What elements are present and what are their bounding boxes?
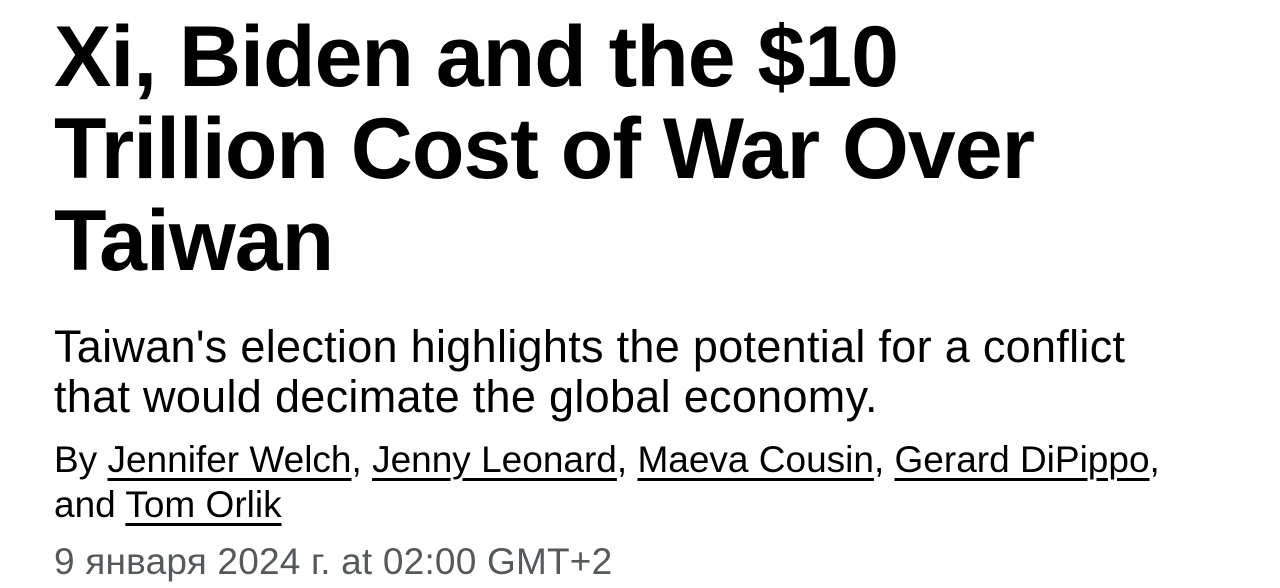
byline-text: , and — [54, 439, 1160, 525]
article-header: Xi, Biden and the $10 Trillion Cost of W… — [0, 11, 1280, 582]
author-link[interactable]: Tom Orlik — [125, 484, 282, 525]
article-subtitle: Taiwan's election highlights the potenti… — [54, 321, 1126, 422]
author-link[interactable]: Jennifer Welch — [107, 439, 352, 480]
article-byline: By Jennifer Welch, Jenny Leonard, Maeva … — [54, 437, 1194, 527]
byline-text: , — [351, 439, 373, 480]
author-link[interactable]: Gerard DiPippo — [894, 439, 1150, 480]
byline-text: , — [616, 439, 638, 480]
author-link[interactable]: Jenny Leonard — [372, 439, 617, 480]
byline-text: By — [54, 439, 108, 480]
article-timestamp: 9 января 2024 г. at 02:00 GMT+2 — [54, 541, 613, 582]
byline-text: , — [873, 439, 895, 480]
article-headline: Xi, Biden and the $10 Trillion Cost of W… — [54, 9, 1035, 289]
author-link[interactable]: Maeva Cousin — [637, 439, 874, 480]
